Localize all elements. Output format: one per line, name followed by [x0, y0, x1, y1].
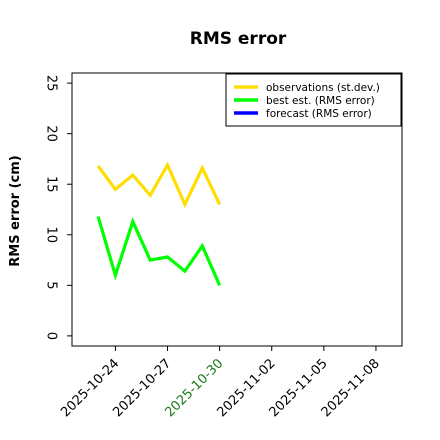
y-tick-label: 20: [44, 125, 59, 142]
y-tick-label: 5: [44, 281, 59, 289]
x-axis: 2025-10-242025-10-272025-10-302025-11-02…: [58, 346, 383, 420]
y-tick-label: 0: [44, 332, 59, 340]
legend-label: observations (st.dev.): [266, 82, 380, 94]
legend: observations (st.dev.)best est. (RMS err…: [225, 73, 402, 127]
y-axis-label: RMS error (cm): [8, 155, 23, 266]
chart-title: RMS error: [190, 29, 287, 49]
legend-label: best est. (RMS error): [266, 95, 375, 107]
y-axis: 0 5 10 15 20 25: [44, 75, 72, 340]
series-line-1: [96, 216, 222, 286]
y-tick-label: 25: [44, 75, 59, 92]
y-tick-label: 10: [44, 227, 59, 244]
series-line-0: [96, 161, 222, 209]
y-tick-label: 15: [44, 176, 59, 193]
plot-frame: [71, 72, 403, 347]
series-layer: [96, 161, 222, 286]
legend-label: forecast (RMS error): [266, 108, 372, 120]
